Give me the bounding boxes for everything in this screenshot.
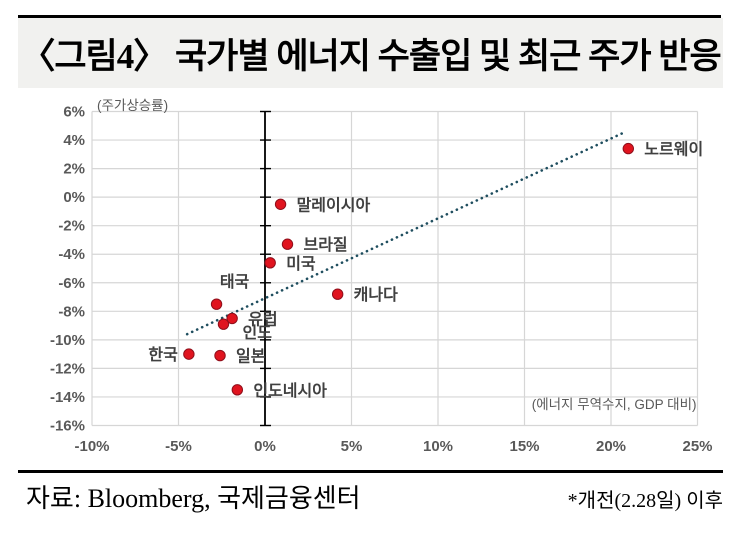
data-point-marker bbox=[183, 348, 195, 360]
y-tick-label: -16% bbox=[50, 418, 85, 435]
x-axis-annotation: (에너지 무역수지, GDP 대비) bbox=[532, 397, 697, 412]
data-point-marker bbox=[217, 318, 230, 330]
figure-footer: 자료: Bloomberg, 국제금융센터 *개전(2.28일) 이후 bbox=[18, 478, 725, 515]
date-note: *개전(2.28일) 이후 bbox=[567, 490, 723, 512]
y-tick-label: 6% bbox=[63, 104, 85, 121]
data-point-label: 일본 bbox=[236, 348, 266, 366]
data-point-label: 한국 bbox=[148, 345, 178, 364]
figure-title: 〈그림4〉 국가별 에너지 수출입 및 최근 주가 반응 bbox=[20, 36, 721, 76]
data-point-label: 태국 bbox=[220, 273, 250, 291]
source-note: 자료: Bloomberg, 국제금융센터 bbox=[26, 484, 361, 513]
y-axis-annotation: (주가상승률) bbox=[97, 98, 168, 113]
y-tick-label: 2% bbox=[63, 161, 85, 178]
x-tick-label: 0% bbox=[254, 438, 276, 455]
data-point-label: 캐나다 bbox=[354, 286, 398, 304]
data-point-label: 브라질 bbox=[303, 235, 347, 254]
y-tick-label: -14% bbox=[50, 389, 85, 406]
y-tick-label: -6% bbox=[58, 275, 85, 292]
y-tick-label: -10% bbox=[50, 332, 85, 349]
data-point-marker bbox=[264, 257, 276, 269]
data-point-label: 말레이시아 bbox=[297, 195, 371, 214]
data-point-marker bbox=[231, 384, 244, 396]
data-point-marker bbox=[274, 198, 287, 210]
y-tick-label: 0% bbox=[63, 189, 85, 206]
x-tick-label: 10% bbox=[423, 438, 453, 455]
figure-title-band: 〈그림4〉 국가별 에너지 수출입 및 최근 주가 반응 bbox=[18, 18, 723, 88]
data-point-label: 유럽 bbox=[248, 310, 277, 328]
x-tick-label: 5% bbox=[341, 438, 363, 455]
y-tick-label: -12% bbox=[50, 360, 85, 377]
data-point-marker bbox=[331, 288, 344, 300]
data-point-label: 미국 bbox=[286, 255, 316, 273]
y-tick-label: -2% bbox=[58, 218, 85, 235]
x-tick-label: 25% bbox=[682, 438, 712, 455]
data-point-marker bbox=[210, 298, 223, 310]
trendline bbox=[185, 131, 625, 336]
x-tick-label: -5% bbox=[165, 438, 192, 455]
y-tick-label: -8% bbox=[58, 303, 85, 320]
x-tick-label: -10% bbox=[74, 438, 109, 455]
top-rule bbox=[18, 15, 721, 18]
data-point-label: 노르웨이 bbox=[644, 140, 703, 159]
x-tick-label: 15% bbox=[509, 438, 539, 455]
data-point-marker bbox=[622, 142, 634, 155]
data-point-label: 인도 bbox=[242, 324, 272, 342]
x-tick-label: 20% bbox=[596, 438, 626, 455]
data-point-label: 인도네시아 bbox=[253, 382, 327, 400]
data-point-marker bbox=[214, 349, 226, 362]
data-point-marker bbox=[281, 238, 294, 250]
bottom-rule bbox=[18, 470, 723, 473]
y-tick-label: -4% bbox=[58, 246, 85, 263]
y-tick-label: 4% bbox=[63, 132, 85, 149]
data-point-marker bbox=[226, 312, 238, 325]
